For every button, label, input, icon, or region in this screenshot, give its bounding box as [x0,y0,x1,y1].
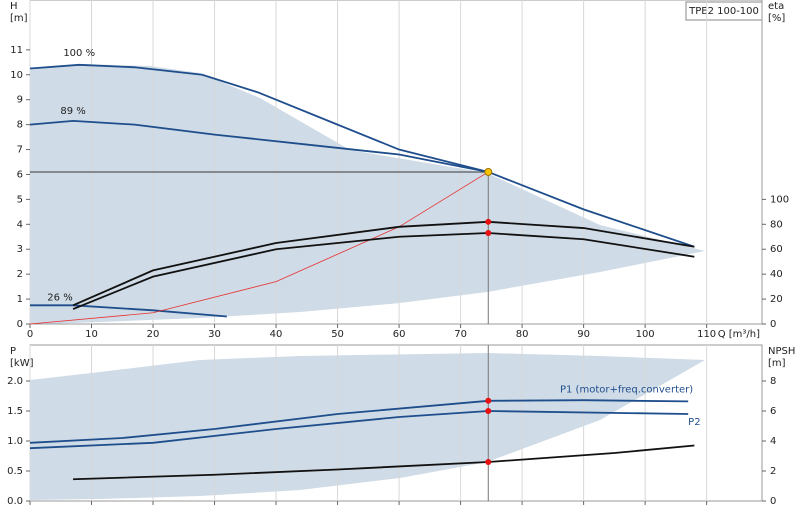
y-tick-label: 3 [17,244,23,255]
badge: TPE2 100-100 [688,6,759,17]
y-tick-label: 1.0 [7,436,23,447]
y2-tick-label: 100 [770,194,789,205]
y-tick-label: 4 [17,219,23,230]
y-tick-label: 1.5 [7,406,23,417]
y2-axis-label: eta [768,1,784,12]
y2-tick-label: 0 [770,496,776,507]
x-tick-label: 90 [577,329,590,340]
y-axis-label: [m] [10,13,28,24]
y-tick-label: 11 [10,45,23,56]
duty-point [485,408,492,414]
series-label: 100 % [63,48,95,59]
y2-tick-label: 6 [770,406,776,417]
y-tick-label: 0.5 [7,466,23,477]
y-tick-label: 9 [17,95,23,106]
curve [29,63,695,248]
y2-tick-label: 80 [770,219,783,230]
x-tick-label: 40 [270,329,283,340]
y2-axis-label: [%] [768,13,785,24]
y-tick-label: 2 [17,269,23,280]
operating-point [484,167,493,176]
x-tick-label: 70 [454,329,467,340]
duty-point [485,230,492,237]
y-tick-label: 0 [17,319,23,330]
curve [72,232,695,310]
x-tick-label: 60 [393,329,406,340]
x-tick-label: 80 [516,329,529,340]
curve [29,410,689,450]
y-tick-label: 0.0 [7,496,23,507]
x-tick-label: 20 [147,329,160,340]
operating-area [30,353,705,500]
curve [29,399,689,444]
y2-tick-label: 4 [770,436,776,447]
x-tick-label: 100 [636,329,655,340]
x-tick-label: 0 [27,329,33,340]
y2-axis-label: [m] [768,358,786,369]
x-tick-label: 50 [331,329,344,340]
series-label: P1 (motor+freq.converter) [560,384,693,395]
curve [30,304,227,318]
curve [72,220,695,307]
x-tick-label: 110 [697,329,716,340]
y-axis-label: [kW] [10,358,34,369]
y-tick-label: 5 [17,194,23,205]
y-tick-label: 1 [17,294,23,305]
y2-tick-label: 40 [770,269,783,280]
y-tick-label: 6 [17,169,23,180]
duty-point [485,218,492,225]
y-tick-label: 8 [17,120,23,131]
y-tick-label: 7 [17,145,23,156]
y2-tick-label: 8 [770,376,776,387]
curve [73,444,695,481]
y2-tick-label: 0 [770,319,776,330]
series-label: 26 % [47,292,72,303]
y-axis-label: H [10,1,18,12]
x-tick-label: 10 [85,329,98,340]
curve [29,119,489,173]
duty-point [485,397,492,404]
duty-point [485,459,492,465]
y2-tick-label: 2 [770,466,776,477]
y-axis-label: P [10,346,16,357]
series-label: 89 % [60,106,85,117]
series-label: P2 [688,417,700,428]
x-axis-label: Q [m³/h] [718,329,760,340]
y2-tick-label: 60 [770,244,783,255]
y-tick-label: 10 [10,70,23,81]
curve [29,171,489,325]
y-tick-label: 2.0 [7,376,23,387]
x-tick-label: 30 [208,329,221,340]
y2-axis-label: NPSH [768,346,795,357]
y2-tick-label: 20 [770,294,783,305]
operating-area [30,64,705,324]
